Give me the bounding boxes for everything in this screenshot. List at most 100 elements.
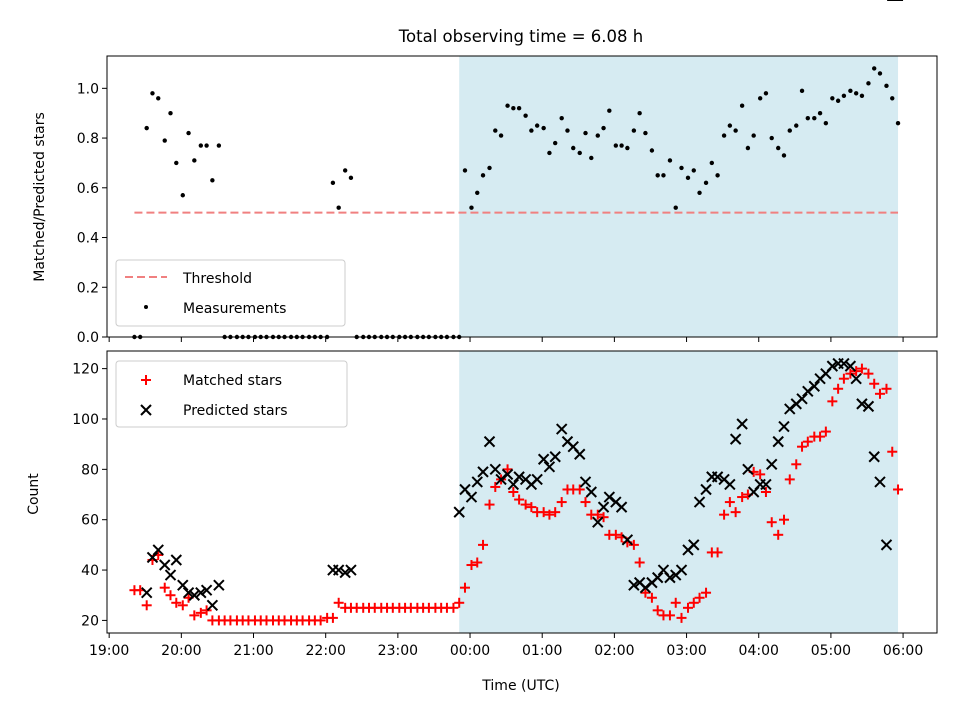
- measurement-point: [631, 128, 637, 133]
- predicted-star-point-b: [633, 576, 646, 589]
- measurement-point: [667, 158, 673, 163]
- measurement-point: [210, 178, 215, 183]
- legend-predicted-marker: [140, 404, 152, 416]
- measurement-point: [872, 66, 877, 71]
- x-tick-label: 23:00: [378, 643, 418, 659]
- predicted-star-point: [453, 506, 465, 518]
- predicted-star-point: [159, 559, 171, 571]
- chart-title: Total observing time = 6.08 h: [398, 27, 643, 46]
- matched-star-point: [448, 602, 459, 613]
- matched-star-point: [797, 441, 808, 452]
- top-y-tick-label: 0.8: [77, 131, 99, 147]
- top-y-tick-label: 0.2: [77, 280, 99, 296]
- predicted-star-point: [170, 554, 182, 566]
- predicted-star-point: [471, 476, 483, 488]
- predicted-star-point-b: [628, 579, 640, 591]
- measurement-point: [637, 110, 642, 116]
- matched-star-point: [802, 436, 813, 447]
- matched-star-point: [815, 431, 826, 442]
- matched-star-point: [550, 507, 561, 518]
- bottom-x-ticks: 19:00 20:00 21:00 22:00 23:00 00:00 01:00 02:00…: [89, 633, 923, 659]
- predicted-star-point-b: [146, 551, 159, 564]
- matched-star-point: [327, 612, 338, 623]
- bottom-y-tick-label: 120: [72, 362, 99, 378]
- predicted-star-point-b: [868, 451, 880, 463]
- predicted-star-point: [880, 539, 893, 551]
- predicted-star-point: [688, 539, 700, 551]
- bottom-y-tick-label: 80: [81, 462, 99, 478]
- measurement-point: [643, 130, 648, 136]
- matched-star-point: [683, 602, 693, 613]
- predicted-star-point-b: [651, 571, 664, 584]
- predicted-star-point-b: [802, 385, 814, 397]
- measurement-point: [541, 125, 546, 131]
- matched-star-point: [646, 592, 657, 603]
- top-x-ticks: [108, 337, 904, 342]
- measurement-point: [607, 108, 612, 113]
- measurement-point: [553, 140, 558, 146]
- predicted-star-point-b: [711, 471, 724, 483]
- matched-star-point: [171, 597, 182, 608]
- predicted-star-point-b: [724, 478, 736, 491]
- measurement-point: [685, 175, 691, 181]
- predicted-star-point: [736, 418, 748, 430]
- measurement-point: [848, 88, 853, 94]
- predicted-star-point-b: [880, 539, 893, 551]
- measurement-point: [571, 145, 576, 151]
- measurement-point: [866, 81, 871, 86]
- measurement-point: [787, 128, 792, 133]
- measurement-point: [156, 96, 161, 101]
- predicted-star-point-b: [195, 587, 207, 599]
- predicted-star-point-b: [736, 418, 748, 430]
- predicted-star-point-b: [579, 476, 592, 488]
- predicted-star-point-b: [489, 463, 502, 476]
- predicted-star-point-b: [760, 478, 772, 491]
- predicted-star-point: [592, 516, 604, 528]
- predicted-star-point: [200, 584, 213, 596]
- predicted-star-point-b: [519, 473, 532, 486]
- matched-star-point: [592, 509, 603, 520]
- bottom-legend: Matched stars Predicted stars: [115, 360, 348, 428]
- predicted-star-point-b: [772, 435, 784, 448]
- predicted-star-point-b: [826, 360, 839, 372]
- measurement-point: [475, 190, 480, 195]
- x-tick-label: 22:00: [306, 643, 346, 659]
- predicted-star-point-b: [610, 496, 622, 508]
- measurement-point: [469, 205, 474, 210]
- matched-star-point: [598, 512, 609, 523]
- predicted-star-point-b: [140, 587, 153, 599]
- measurement-point: [547, 150, 552, 156]
- measurement-point: [186, 130, 191, 136]
- matched-star-point: [664, 610, 675, 621]
- measurement-point: [216, 143, 222, 148]
- predicted-star-point-b: [501, 468, 514, 481]
- measurement-point: [769, 135, 774, 141]
- predicted-star-point-b: [597, 501, 610, 513]
- top-plot-area: [132, 66, 901, 340]
- predicted-star-point-b: [159, 559, 171, 571]
- measurement-point: [601, 125, 606, 131]
- x-tick-label: 19:00: [89, 643, 129, 659]
- top-axes-frame: [106, 55, 938, 338]
- matched-star-point: [676, 612, 687, 623]
- matched-star-point: [670, 597, 681, 608]
- matched-star-point: [827, 396, 838, 407]
- predicted-star-point: [501, 468, 514, 481]
- matched-star-point: [538, 507, 549, 518]
- measurement-point: [462, 168, 468, 173]
- top-y-tick-label: 0.6: [77, 181, 99, 197]
- top-legend-box: [115, 259, 346, 327]
- predicted-star-point: [579, 476, 592, 488]
- measurement-point: [559, 115, 564, 121]
- measurement-point: [498, 133, 504, 138]
- matched-star-point: [520, 499, 531, 510]
- predicted-star-point-b: [784, 403, 796, 415]
- measurement-point: [505, 103, 510, 108]
- predicted-star-point: [700, 483, 712, 496]
- predicted-star-point-b: [531, 473, 543, 486]
- measurement-point: [781, 153, 787, 158]
- measurement-point: [589, 155, 594, 161]
- matched-star-point: [628, 539, 639, 550]
- predicted-star-point: [465, 491, 478, 503]
